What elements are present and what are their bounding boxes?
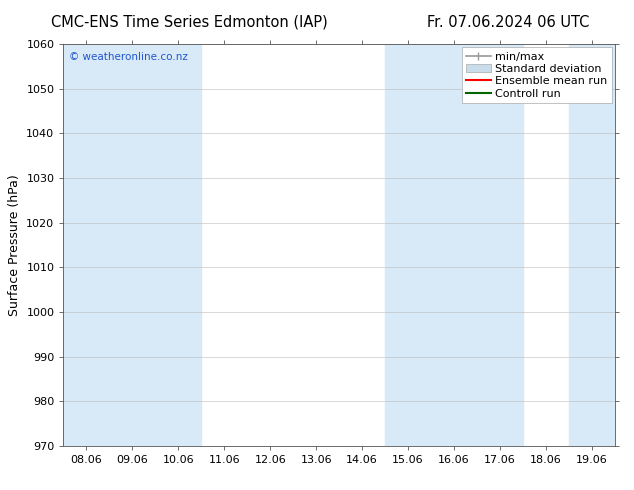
Bar [569, 44, 615, 446]
Text: CMC-ENS Time Series Edmonton (IAP): CMC-ENS Time Series Edmonton (IAP) [51, 15, 328, 30]
Text: © weatheronline.co.nz: © weatheronline.co.nz [69, 52, 188, 62]
Bar [431, 44, 477, 446]
Bar [155, 44, 202, 446]
Bar [385, 44, 431, 446]
Text: Fr. 07.06.2024 06 UTC: Fr. 07.06.2024 06 UTC [427, 15, 590, 30]
Legend: min/max, Standard deviation, Ensemble mean run, Controll run: min/max, Standard deviation, Ensemble me… [462, 48, 612, 103]
Bar [63, 44, 110, 446]
Title: CMC-ENS Time Series Edmonton (IAP)        Fr. 07.06.2024 06 UTC: CMC-ENS Time Series Edmonton (IAP) Fr. 0… [0, 489, 1, 490]
Y-axis label: Surface Pressure (hPa): Surface Pressure (hPa) [8, 174, 21, 316]
Bar [110, 44, 155, 446]
Bar [477, 44, 523, 446]
